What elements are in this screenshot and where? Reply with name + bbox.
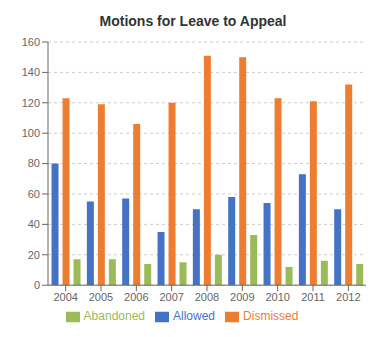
- html-text:Allowed: Allowed: [173, 309, 215, 324]
- svg-text:2009: 2009: [230, 291, 254, 303]
- svg-text:2010: 2010: [265, 291, 289, 303]
- svg-text:0: 0: [34, 279, 40, 291]
- svg-text:2011: 2011: [301, 291, 325, 303]
- svg-text:40: 40: [28, 218, 40, 230]
- svg-text:140: 140: [22, 66, 40, 78]
- svg-text:60: 60: [28, 188, 40, 200]
- html-text:Abandoned: Abandoned: [83, 309, 145, 324]
- svg-text:120: 120: [22, 97, 40, 109]
- svg-text:100: 100: [22, 127, 40, 139]
- svg-text:2007: 2007: [159, 291, 183, 303]
- svg-text:160: 160: [22, 36, 40, 48]
- svg-text:2008: 2008: [195, 291, 219, 303]
- html-text:Motions for Leave to Appeal: Motions for Leave to Appeal: [99, 13, 287, 29]
- svg-text:2004: 2004: [53, 291, 77, 303]
- svg-text:2006: 2006: [124, 291, 148, 303]
- svg-text:80: 80: [28, 157, 40, 169]
- svg-text:2005: 2005: [89, 291, 113, 303]
- svg-text:2012: 2012: [336, 291, 360, 303]
- html-text:Dismissed: Dismissed: [243, 309, 299, 324]
- svg-text:20: 20: [28, 249, 40, 261]
